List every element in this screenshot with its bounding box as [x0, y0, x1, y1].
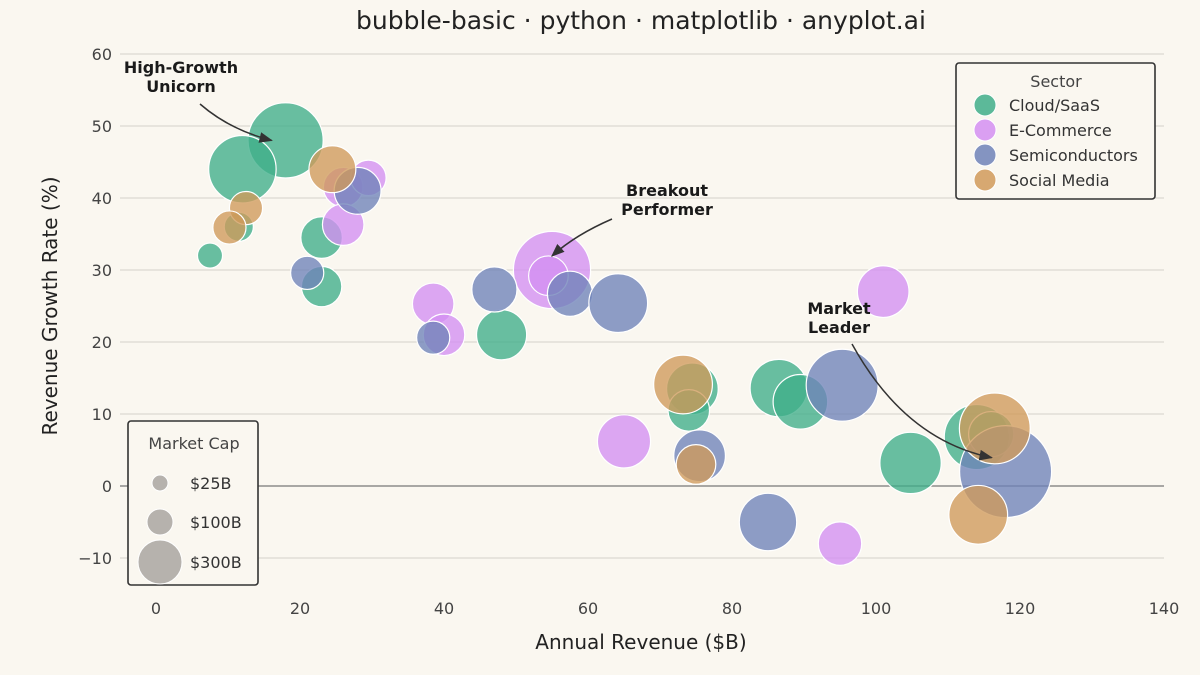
chart-title: bubble-basic · python · matplotlib · any…: [356, 6, 926, 35]
y-axis-label: Revenue Growth Rate (%): [38, 176, 62, 435]
bubble-layer: [196, 102, 1053, 566]
bubble-semiconductors: [546, 270, 594, 317]
x-tick-label: 20: [290, 599, 310, 618]
market-cap-legend-title: Market Cap: [148, 434, 239, 453]
y-tick-label: 60: [92, 45, 112, 64]
bubble-cloud-saas: [879, 431, 942, 495]
x-tick-label: 80: [722, 599, 742, 618]
bubble-social-media: [958, 392, 1031, 465]
bubble-social-media: [308, 145, 357, 194]
bubble-social-media: [948, 484, 1009, 545]
sector-legend-box: [955, 62, 1156, 200]
annotation-arrow: [551, 218, 613, 257]
bubble-e-commerce: [596, 414, 652, 469]
bubble-semiconductors: [805, 348, 879, 422]
legend-marker: [973, 168, 997, 192]
size-legend-marker: [137, 539, 183, 585]
sector-legend-title: Sector: [1030, 72, 1082, 91]
y-tick-label: 10: [92, 405, 112, 424]
annotation-label: Performer: [621, 200, 713, 219]
bubble-semiconductors: [416, 320, 451, 355]
y-tick-label: 30: [92, 261, 112, 280]
annotation-label: High-Growth: [124, 58, 238, 77]
size-legend-label: $300B: [190, 553, 242, 572]
x-tick-label: 120: [1005, 599, 1036, 618]
bubble-semiconductors: [738, 492, 798, 552]
y-tick-label: 0: [102, 477, 112, 496]
legend-label: E-Commerce: [1009, 121, 1112, 140]
axis-ticks: −10 0 10 20 30 40 50 60 0 20 40 60 80 100 120 140: [78, 45, 1179, 618]
annotation-arrow: [199, 103, 273, 143]
y-tick-label: 20: [92, 333, 112, 352]
bubble-e-commerce: [817, 521, 863, 566]
bubble-social-media: [653, 354, 714, 415]
x-tick-label: 40: [434, 599, 454, 618]
legend-label: Cloud/SaaS: [1009, 96, 1100, 115]
y-tick-label: −10: [78, 549, 112, 568]
legend-label: Semiconductors: [1009, 146, 1138, 165]
y-tick-label: 40: [92, 189, 112, 208]
bubble-cloud-saas: [196, 242, 224, 269]
bubble-semiconductors: [588, 273, 649, 334]
legend-marker: [973, 143, 997, 167]
legend-marker: [973, 118, 997, 142]
annotation-arrow: [851, 343, 993, 461]
annotation-label: Market: [807, 299, 871, 318]
bubble-e-commerce: [856, 265, 910, 319]
bubble-social-media: [212, 210, 247, 245]
x-tick-label: 0: [151, 599, 161, 618]
legend-label: Social Media: [1009, 171, 1110, 190]
x-tick-label: 100: [861, 599, 892, 618]
size-legend-label: $100B: [190, 513, 242, 532]
sector-legend: Sector Cloud/SaaS E-Commerce Semiconductor…: [955, 62, 1156, 200]
size-legend-label: $25B: [190, 474, 232, 493]
legend-marker: [973, 93, 997, 117]
annotation-label: Leader: [808, 318, 870, 337]
bubble-social-media: [675, 444, 717, 485]
size-legend-marker: [146, 508, 174, 536]
bubble-semiconductors: [471, 266, 518, 313]
y-tick-label: 50: [92, 117, 112, 136]
size-legend-marker: [151, 474, 169, 492]
market-cap-legend: Market Cap $25B $100B $300B: [127, 420, 259, 586]
x-axis-label: Annual Revenue ($B): [535, 630, 746, 654]
bubble-semiconductors: [290, 255, 325, 291]
x-tick-label: 60: [578, 599, 598, 618]
annotation-label: Breakout: [626, 181, 708, 200]
bubble-cloud-saas: [475, 309, 528, 361]
x-tick-label: 140: [1149, 599, 1180, 618]
annotation-label: Unicorn: [146, 77, 216, 96]
